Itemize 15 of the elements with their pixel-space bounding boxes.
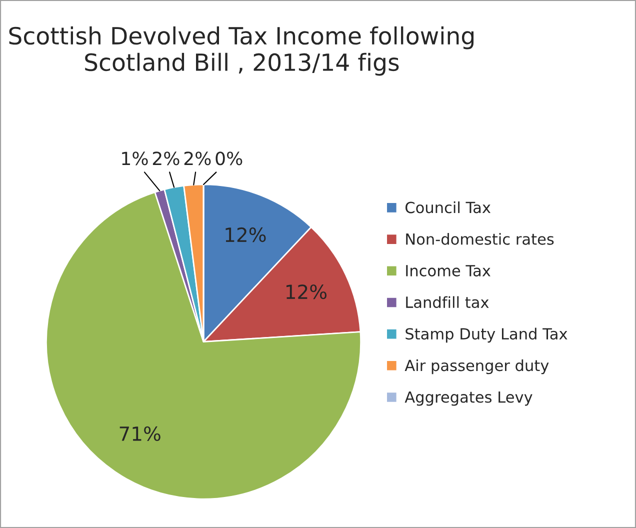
text: 0% <box>216 152 242 166</box>
legend-label: Air passenger duty <box>404 359 549 374</box>
legend-label: Income Tax <box>406 265 490 276</box>
legend-label: Aggregates Levy <box>404 391 532 406</box>
legend-label: Landfill tax <box>406 296 489 308</box>
data-label: 2% <box>184 152 211 166</box>
data-label: 71% <box>120 426 160 442</box>
data-label: 1% <box>122 152 148 166</box>
data-label: 12% <box>226 227 266 242</box>
data-label: 12% <box>286 284 327 300</box>
chart-title: Scottish Devolved Tax Income following Scotland Bill , 2013/14 figs <box>9 26 474 76</box>
legend-label: Stamp Duty Land Tax <box>406 328 568 343</box>
legend-label: Council Tax <box>406 201 490 214</box>
legend-label: Non-domestic rates <box>406 233 554 245</box>
data-label: 2% <box>152 152 180 166</box>
